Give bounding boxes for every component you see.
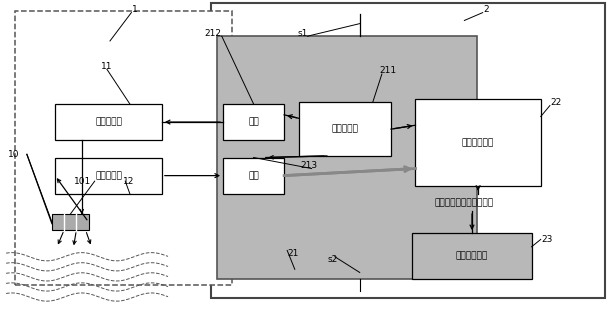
Bar — [52, 214, 89, 230]
Text: 图形显示模块: 图形显示模块 — [456, 251, 488, 261]
Text: 212: 212 — [204, 29, 221, 37]
Text: 频率振荡器: 频率振荡器 — [332, 125, 359, 134]
Text: 时延: 时延 — [248, 171, 259, 180]
Text: 多普勒频移、距离等信息: 多普勒频移、距离等信息 — [434, 199, 493, 208]
Text: 时延: 时延 — [248, 117, 259, 127]
Text: 211: 211 — [379, 66, 397, 75]
Bar — [217, 36, 477, 279]
Bar — [412, 233, 532, 279]
Bar — [55, 158, 162, 194]
Text: 10: 10 — [8, 150, 19, 159]
Text: s2: s2 — [328, 255, 338, 264]
Text: 11: 11 — [101, 62, 112, 71]
Bar — [415, 99, 541, 186]
Text: 213: 213 — [300, 161, 317, 170]
Text: 中央处理单元: 中央处理单元 — [462, 138, 494, 147]
Bar — [15, 11, 232, 285]
Text: 发射放大器: 发射放大器 — [95, 117, 122, 127]
Text: 12: 12 — [123, 177, 134, 186]
Text: 23: 23 — [541, 235, 552, 244]
Text: 1: 1 — [131, 5, 137, 14]
Bar — [55, 104, 162, 140]
Text: 101: 101 — [74, 177, 91, 186]
Bar — [223, 158, 284, 194]
Bar — [299, 102, 391, 156]
Text: s1: s1 — [298, 29, 307, 37]
Text: 接收放大器: 接收放大器 — [95, 171, 122, 180]
Text: 22: 22 — [551, 98, 562, 107]
Bar — [223, 104, 284, 140]
Bar — [211, 3, 605, 298]
Text: 21: 21 — [288, 249, 299, 258]
Text: 2: 2 — [483, 5, 489, 14]
